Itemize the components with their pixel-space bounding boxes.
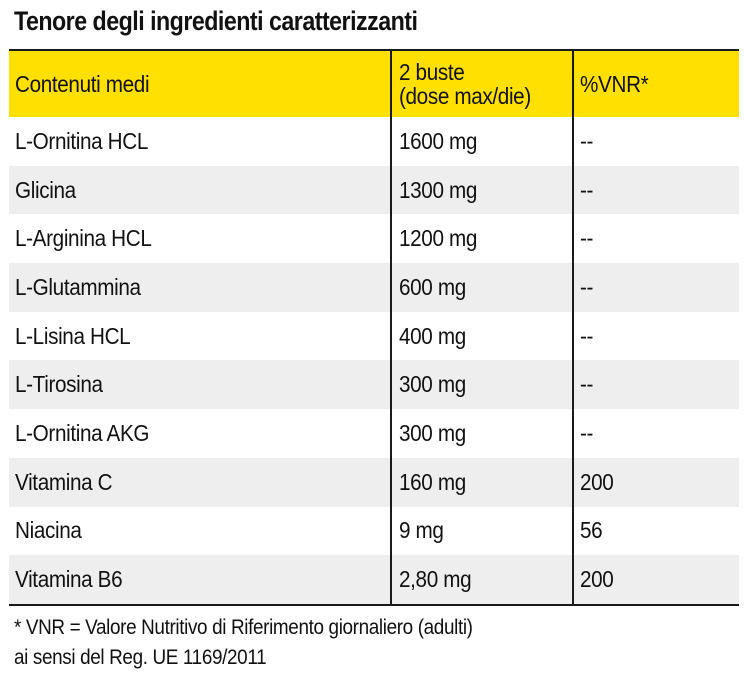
ingredient-amount: 400 mg: [399, 322, 466, 349]
ingredient-vnr-cell: --: [572, 360, 739, 410]
ingredient-name: L-Lisina HCL: [15, 322, 131, 349]
ingredient-vnr: --: [580, 225, 594, 252]
header-dose-line1: 2 buste: [399, 59, 465, 85]
ingredient-vnr: --: [580, 371, 594, 398]
ingredient-amount: 160 mg: [399, 468, 466, 495]
ingredient-name-cell: Niacina: [9, 507, 390, 556]
header-dose: 2 buste (dose max/die): [390, 51, 572, 117]
ingredient-amount-cell: 400 mg: [390, 311, 572, 361]
ingredient-name-cell: L-Ornitina HCL: [9, 117, 390, 166]
ingredient-name: Niacina: [15, 517, 82, 544]
ingredient-vnr-cell: 56: [572, 506, 739, 556]
ingredient-amount: 1200 mg: [399, 225, 478, 252]
ingredient-name: Vitamina B6: [15, 566, 123, 593]
table-row: L-Arginina HCL 1200 mg --: [9, 214, 739, 264]
ingredient-amount: 300 mg: [399, 371, 466, 398]
ingredient-vnr-cell: 200: [572, 457, 739, 507]
ingredient-vnr: --: [580, 176, 594, 203]
ingredient-amount-cell: 300 mg: [390, 360, 572, 410]
ingredient-vnr-cell: --: [572, 263, 739, 312]
table-row: L-Lisina HCL 400 mg --: [9, 311, 739, 361]
ingredient-vnr: --: [580, 322, 594, 349]
ingredient-name: L-Tirosina: [15, 371, 103, 398]
ingredient-vnr: 200: [580, 566, 614, 593]
header-vnr-label: %VNR*: [580, 71, 649, 97]
header-contenuti-medi-label: Contenuti medi: [15, 71, 150, 97]
ingredient-vnr: 200: [580, 468, 614, 495]
ingredient-name-cell: L-Glutammina: [9, 263, 390, 312]
ingredient-vnr: --: [580, 273, 594, 300]
ingredient-name: L-Ornitina HCL: [15, 127, 149, 154]
ingredient-amount: 1600 mg: [399, 127, 478, 154]
ingredient-amount-cell: 300 mg: [390, 409, 572, 458]
table-row: Vitamina B6 2,80 mg 200: [9, 555, 739, 604]
ingredient-amount: 1300 mg: [399, 176, 478, 203]
table-row: L-Ornitina AKG 300 mg --: [9, 409, 739, 458]
header-dose-line2: (dose max/die): [399, 83, 531, 109]
ingredient-vnr: --: [580, 419, 594, 446]
header-vnr: %VNR*: [572, 51, 739, 117]
ingredient-amount: 2,80 mg: [399, 566, 472, 593]
footnote-line-2: ai sensi del Reg. UE 1169/2011: [14, 646, 267, 669]
ingredient-vnr-cell: --: [572, 311, 739, 361]
ingredient-vnr-cell: --: [572, 165, 739, 215]
ingredient-amount-cell: 2,80 mg: [390, 555, 572, 604]
ingredient-name: L-Arginina HCL: [15, 225, 152, 252]
ingredient-name: Glicina: [15, 176, 76, 203]
ingredient-vnr-cell: --: [572, 409, 739, 458]
ingredient-name-cell: Glicina: [9, 166, 390, 215]
table-row: Vitamina C 160 mg 200: [9, 457, 739, 507]
header-dose-label: 2 buste (dose max/die): [399, 60, 531, 108]
ingredient-name: L-Ornitina AKG: [15, 419, 150, 446]
ingredient-name-cell: L-Lisina HCL: [9, 312, 390, 361]
ingredient-amount-cell: 160 mg: [390, 457, 572, 507]
ingredient-amount-cell: 600 mg: [390, 263, 572, 312]
ingredient-name-cell: L-Ornitina AKG: [9, 409, 390, 458]
ingredient-name-cell: L-Tirosina: [9, 360, 390, 409]
ingredient-name-cell: L-Arginina HCL: [9, 214, 390, 263]
ingredient-name: Vitamina C: [15, 468, 113, 495]
ingredient-vnr: 56: [580, 517, 603, 544]
nutrition-table: Contenuti medi 2 buste (dose max/die) %V…: [9, 49, 739, 606]
table-header-row: Contenuti medi 2 buste (dose max/die) %V…: [9, 51, 739, 117]
ingredient-vnr-cell: --: [572, 117, 739, 166]
table-row: L-Glutammina 600 mg --: [9, 263, 739, 312]
table-row: Niacina 9 mg 56: [9, 506, 739, 556]
table-row: L-Tirosina 300 mg --: [9, 360, 739, 410]
ingredient-vnr-cell: 200: [572, 555, 739, 604]
footnote-line-1: * VNR = Valore Nutritivo di Riferimento …: [14, 616, 473, 639]
ingredient-amount-cell: 9 mg: [390, 506, 572, 556]
ingredient-amount-cell: 1600 mg: [390, 117, 572, 166]
ingredient-name-cell: Vitamina B6: [9, 555, 390, 604]
table-row: L-Ornitina HCL 1600 mg --: [9, 117, 739, 166]
table-title: Tenore degli ingredienti caratterizzanti: [14, 6, 418, 36]
ingredient-vnr: --: [580, 127, 594, 154]
ingredient-vnr-cell: --: [572, 214, 739, 264]
ingredient-name: L-Glutammina: [15, 273, 141, 300]
footnote: * VNR = Valore Nutritivo di Riferimento …: [14, 613, 524, 673]
ingredient-amount-cell: 1300 mg: [390, 165, 572, 215]
table-row: Glicina 1300 mg --: [9, 165, 739, 215]
header-contenuti-medi: Contenuti medi: [9, 51, 390, 117]
ingredient-amount-cell: 1200 mg: [390, 214, 572, 264]
ingredient-amount: 9 mg: [399, 517, 444, 544]
ingredient-name-cell: Vitamina C: [9, 458, 390, 507]
ingredient-amount: 600 mg: [399, 273, 466, 300]
ingredient-amount: 300 mg: [399, 419, 466, 446]
